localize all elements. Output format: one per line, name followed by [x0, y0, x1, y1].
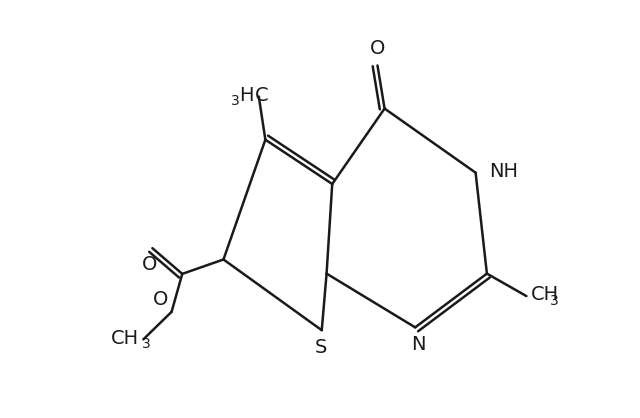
Text: N: N: [411, 335, 426, 354]
Text: O: O: [370, 39, 385, 58]
Text: NH: NH: [489, 162, 518, 181]
Text: H: H: [239, 86, 254, 105]
Text: 3: 3: [550, 294, 558, 308]
Text: C: C: [255, 86, 268, 105]
Text: O: O: [152, 290, 168, 309]
Text: CH: CH: [531, 285, 559, 304]
Text: O: O: [142, 255, 157, 275]
Text: 3: 3: [230, 94, 239, 108]
Text: 3: 3: [141, 337, 150, 351]
Text: S: S: [314, 338, 327, 357]
Text: CH: CH: [110, 329, 138, 348]
